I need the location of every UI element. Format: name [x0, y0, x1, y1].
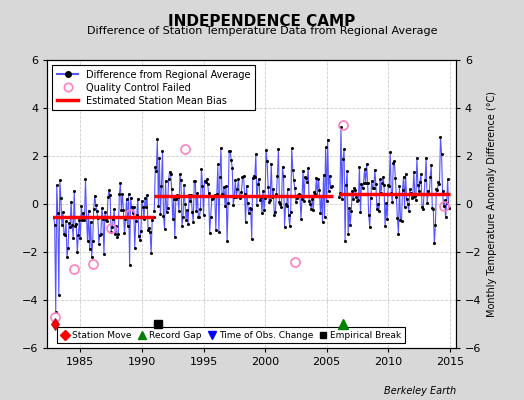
Text: Berkeley Earth: Berkeley Earth	[384, 386, 456, 396]
Legend: Station Move, Record Gap, Time of Obs. Change, Empirical Break: Station Move, Record Gap, Time of Obs. C…	[57, 327, 405, 344]
Text: Difference of Station Temperature Data from Regional Average: Difference of Station Temperature Data f…	[87, 26, 437, 36]
Text: INDEPENDENCE CAMP: INDEPENDENCE CAMP	[168, 14, 356, 29]
Y-axis label: Monthly Temperature Anomaly Difference (°C): Monthly Temperature Anomaly Difference (…	[487, 91, 497, 317]
